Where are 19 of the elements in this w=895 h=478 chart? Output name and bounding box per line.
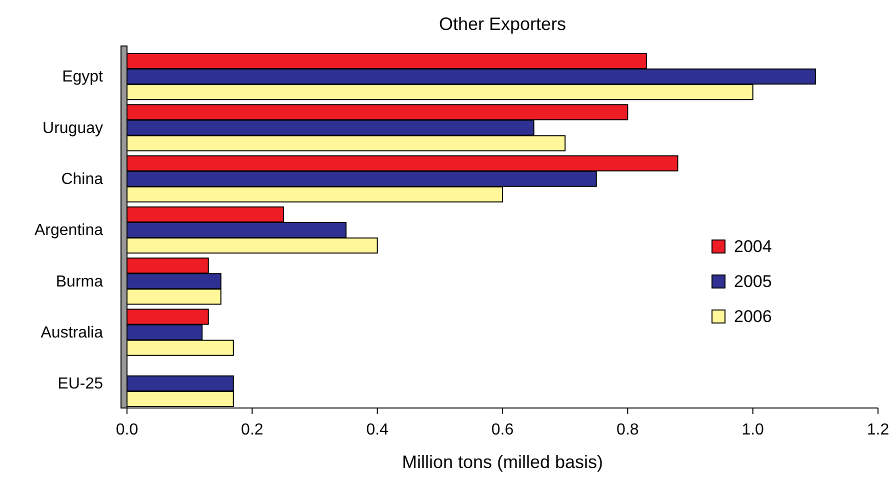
- y-tick-label: China: [61, 170, 104, 188]
- y-tick-label: Uruguay: [42, 120, 103, 137]
- legend-label: 2006: [734, 307, 772, 326]
- y-tick-label: Australia: [40, 324, 104, 342]
- x-tick-label: 1.2: [866, 422, 890, 439]
- x-tick-label: 0.4: [366, 422, 389, 439]
- legend-label: 2004: [734, 237, 772, 256]
- chart-title: Other Exporters: [438, 14, 566, 34]
- x-axis-title: Million tons (milled basis): [402, 452, 604, 472]
- x-tick-label: 0.0: [116, 422, 138, 439]
- x-tick-label: 0.6: [491, 422, 514, 439]
- y-tick-label: Burma: [56, 273, 104, 290]
- x-tick-label: 0.8: [616, 422, 639, 439]
- x-tick-label: 0.2: [241, 422, 264, 439]
- y-tick-label: Egypt: [62, 68, 104, 86]
- y-tick-label: EU-25: [58, 376, 104, 393]
- y-tick-label: Argentina: [34, 222, 104, 240]
- x-tick-label: 1.0: [742, 422, 764, 439]
- legend-label: 2005: [734, 272, 772, 291]
